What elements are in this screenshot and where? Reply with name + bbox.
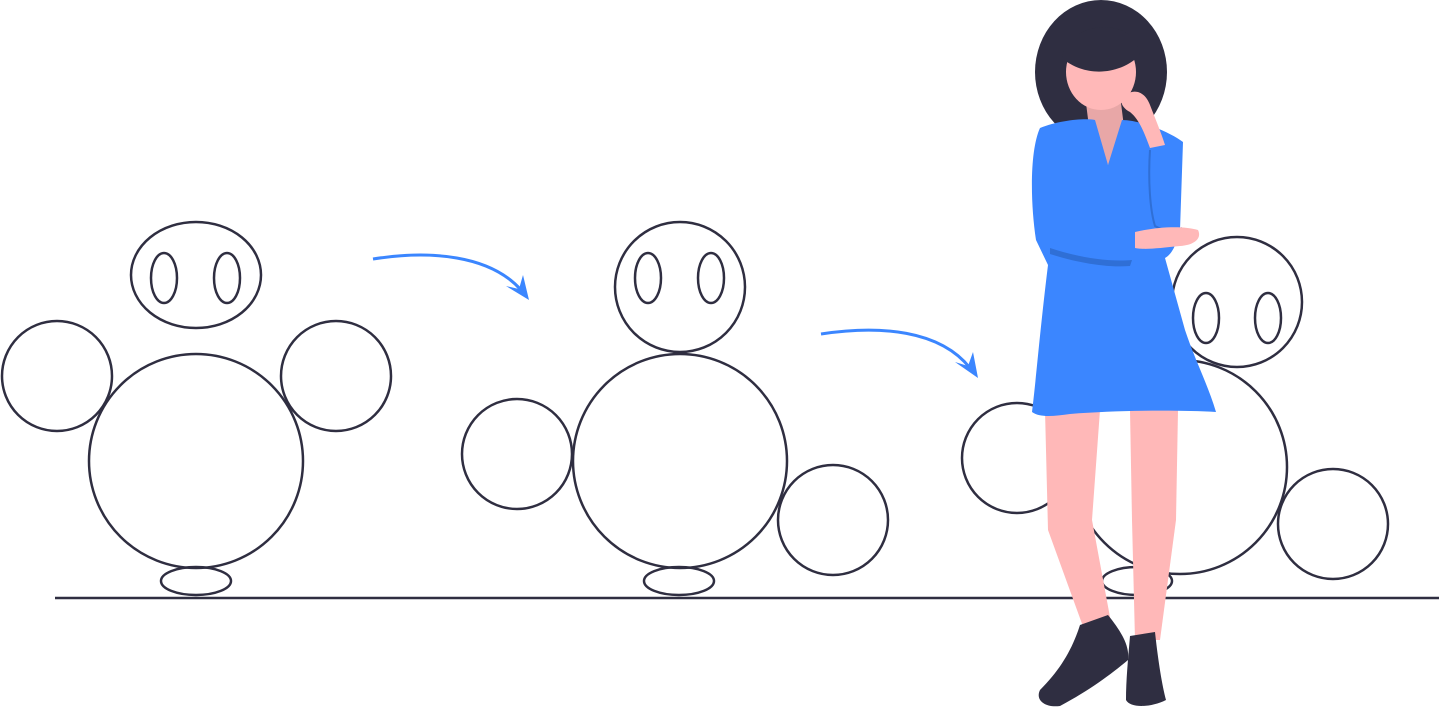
robot-2-body (571, 352, 789, 570)
robot-3-head (1170, 235, 1304, 369)
robot-1-right-arm (279, 319, 393, 433)
sleeve-fold (1050, 248, 1132, 267)
robot-2-head (613, 220, 747, 354)
robot-1-foot (159, 565, 233, 597)
hair-bangs (1062, 27, 1140, 72)
arrow-1 (372, 253, 529, 300)
arrow-2 (820, 328, 978, 378)
robot-1-body (87, 352, 305, 570)
arrow-2-head (955, 352, 978, 378)
hand-at-chin (1121, 91, 1165, 148)
robot-2-right-eye (696, 251, 726, 305)
dress (1031, 119, 1216, 417)
robot-2-right-arm (776, 463, 890, 577)
robot-3-right-eye (1253, 291, 1283, 345)
robot-2-foot (642, 565, 716, 597)
right-shoe (1126, 632, 1166, 706)
robot-3-right-arm (1276, 467, 1390, 581)
robot-stage-2 (460, 220, 890, 597)
robot-2-left-arm (460, 397, 574, 511)
robot-stage-1 (0, 220, 393, 597)
robot-2-left-eye (633, 251, 663, 305)
robot-3-left-eye (1191, 291, 1221, 345)
right-leg (1130, 410, 1178, 640)
robot-stage-3 (960, 235, 1390, 597)
robot-1-head (129, 220, 263, 330)
left-shoe (1038, 615, 1129, 707)
robot-1-right-eye (212, 251, 242, 305)
robot-1-left-arm (0, 319, 114, 433)
left-leg (1045, 410, 1112, 632)
arrow-1-head (506, 275, 529, 300)
woman-thinking (1031, 0, 1216, 707)
robot-1-left-eye (149, 251, 179, 305)
forearm (1135, 227, 1200, 249)
